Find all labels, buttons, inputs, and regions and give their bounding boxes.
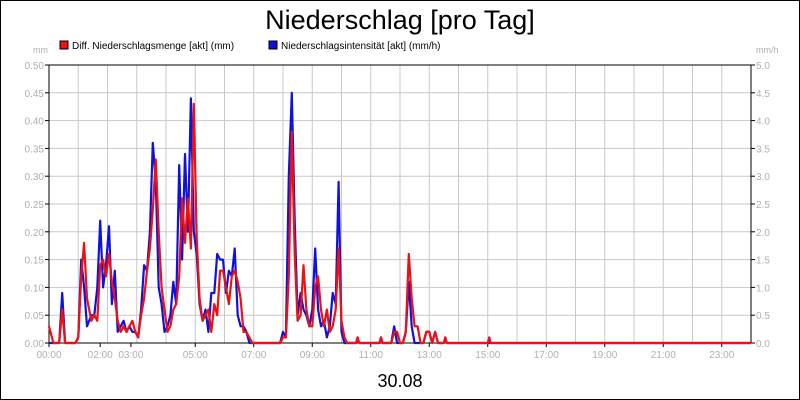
left-axis-unit: mm (33, 45, 48, 55)
date-label: 30.08 (377, 371, 422, 391)
chart-legend: Diff. Niederschlagsmenge [akt] (mm) Nied… (59, 40, 441, 52)
left-tick-label: 0.00 (25, 339, 45, 350)
legend-label-menge: Diff. Niederschlagsmenge [akt] (mm) (72, 41, 234, 52)
right-tick-label: 5.0 (756, 61, 770, 72)
legend-label-intensitaet: Niederschlagsintensität [akt] (mm/h) (281, 41, 441, 52)
left-tick-label: 0.45 (25, 89, 45, 100)
right-tick-label: 0.0 (756, 339, 770, 350)
x-tick-label: 17:00 (534, 350, 559, 361)
left-tick-label: 0.50 (25, 61, 45, 72)
left-tick-label: 0.05 (25, 311, 45, 322)
right-axis-unit: mm/h (756, 45, 779, 55)
right-tick-label: 2.5 (756, 200, 770, 211)
x-tick-label: 07:00 (241, 350, 266, 361)
left-tick-label: 0.20 (25, 228, 45, 239)
right-tick-label: 3.5 (756, 144, 770, 155)
x-tick-label: 13:00 (417, 350, 442, 361)
x-axis-ticks: 00:00 02:00 03:00 05:00 07:00 09:00 11:00 13:00… (36, 343, 735, 361)
chart-title: Niederschlag [pro Tag] (265, 5, 535, 35)
legend-swatch-menge (59, 40, 69, 50)
left-tick-label: 0.30 (25, 172, 45, 183)
x-tick-label: 19:00 (592, 350, 617, 361)
left-tick-label: 0.10 (25, 283, 45, 294)
right-tick-label: 4.5 (756, 89, 770, 100)
x-tick-label: 09:00 (300, 350, 325, 361)
right-tick-label: 4.0 (756, 117, 770, 128)
grid-lines (49, 65, 751, 343)
x-tick-label: 05:00 (183, 350, 208, 361)
right-tick-label: 1.5 (756, 256, 770, 267)
series-line-menge (47, 102, 751, 345)
legend-swatch-intensitaet (268, 40, 278, 50)
left-tick-label: 0.40 (25, 117, 45, 128)
series-lines (47, 91, 751, 345)
right-tick-label: 3.0 (756, 172, 770, 183)
left-tick-label: 0.15 (25, 256, 45, 267)
right-axis-ticks: 0.0 0.5 1.0 1.5 2.0 2.5 3.0 3.5 4.0 4.5 5.0 (751, 61, 770, 350)
x-tick-label: 21:00 (651, 350, 676, 361)
x-tick-label: 23:00 (709, 350, 734, 361)
left-tick-label: 0.35 (25, 144, 45, 155)
x-tick-label: 02:00 (88, 350, 113, 361)
left-tick-label: 0.25 (25, 200, 45, 211)
x-tick-label: 15:00 (475, 350, 500, 361)
right-tick-label: 2.0 (756, 228, 770, 239)
x-tick-label: 03:00 (118, 350, 143, 361)
left-axis-ticks: 0.00 0.05 0.10 0.15 0.20 0.25 0.30 0.35 0.40 0.45… (25, 61, 49, 350)
right-tick-label: 1.0 (756, 283, 770, 294)
x-tick-label: 00:00 (36, 350, 61, 361)
x-tick-label: 11:00 (359, 350, 384, 361)
right-tick-label: 0.5 (756, 311, 770, 322)
